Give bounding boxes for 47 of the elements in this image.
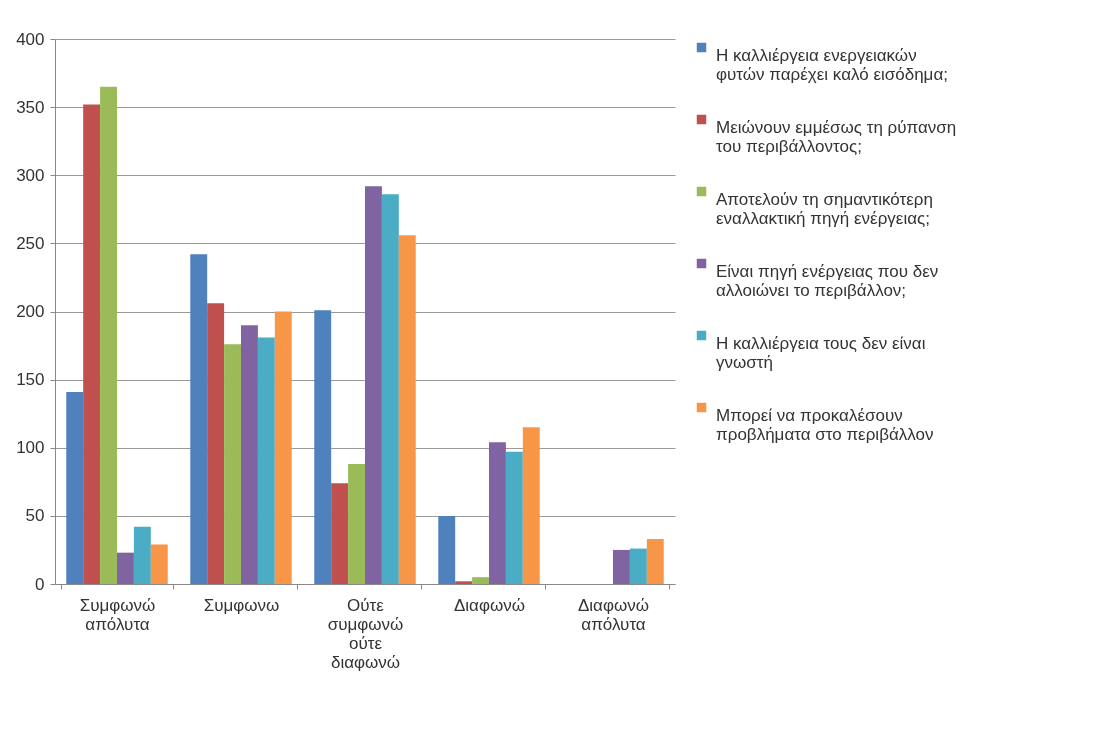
bar xyxy=(365,186,382,584)
x-tick-label: Διαφωνώ απόλυτα xyxy=(577,595,650,634)
bar xyxy=(613,549,630,584)
bar xyxy=(100,86,117,584)
bar xyxy=(257,337,275,584)
bar xyxy=(241,325,258,584)
bar xyxy=(629,548,647,584)
y-tick-label: 0 xyxy=(35,574,45,594)
bar xyxy=(190,254,208,584)
y-tick-label: 150 xyxy=(16,370,45,390)
legend-label: Η καλλιέργεια ενεργειακών φυτών παρέχει καλό εισόδημα; xyxy=(716,45,948,84)
bar xyxy=(331,483,349,584)
bar xyxy=(207,303,225,584)
y-tick-label: 250 xyxy=(16,233,45,253)
legend-label: Είναι πηγή ενέργειας που δεν αλλοιώνει το περιβάλλον; xyxy=(716,261,939,300)
bar xyxy=(133,526,151,584)
legend-label: Η καλλιέργεια τους δεν είναι γνωστή xyxy=(716,333,926,372)
bar xyxy=(66,391,84,584)
bar xyxy=(381,194,399,584)
y-tick-label: 200 xyxy=(16,302,45,321)
legend-label: Μπορεί να προκαλέσουν προβλήματα στο περιβάλλον xyxy=(716,405,934,444)
bar xyxy=(646,539,664,584)
bar xyxy=(505,451,523,584)
x-tick-label: Συμφωνω xyxy=(203,595,280,615)
y-tick-label: 100 xyxy=(16,438,45,458)
y-tick-label: 350 xyxy=(16,97,45,117)
bar xyxy=(472,577,489,584)
y-tick-label: 50 xyxy=(25,506,45,526)
bar xyxy=(117,552,134,584)
y-tick-label: 300 xyxy=(16,165,45,185)
bar xyxy=(522,427,540,584)
bar xyxy=(224,344,241,584)
bar xyxy=(398,235,416,584)
bar xyxy=(83,104,101,584)
bar xyxy=(489,442,506,584)
bar xyxy=(455,581,473,584)
y-tick-label: 400 xyxy=(16,29,45,49)
legend-label: Αποτελούν τη σημαντικότερη εναλλακτική πηγή ενέργειας; xyxy=(716,189,933,228)
legend-label: Μειώνουν εμμέσως τη ρύπανση του περιβάλλοντος; xyxy=(716,117,957,156)
x-tick-label: Συμφωνώ απόλυτα xyxy=(79,595,156,634)
bar xyxy=(438,515,456,584)
bar xyxy=(150,544,168,584)
bar xyxy=(274,311,292,584)
bar xyxy=(314,310,332,584)
bar xyxy=(348,464,365,584)
x-tick-label: Ούτε συμφωνώ ούτε διαφωνώ xyxy=(327,595,404,672)
x-tick-label: Διαφωνώ xyxy=(453,595,526,615)
